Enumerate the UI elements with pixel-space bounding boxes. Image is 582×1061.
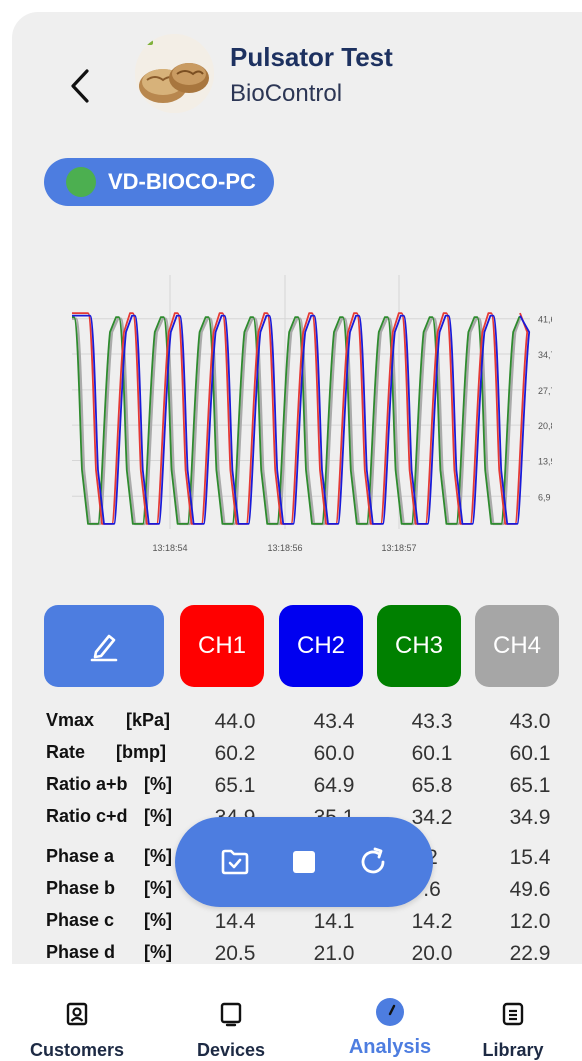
stat-label: Phase d	[46, 942, 116, 962]
stat-value: 14.1	[313, 910, 355, 933]
back-button[interactable]	[60, 64, 100, 108]
stat-unit: [%]	[144, 878, 172, 898]
stat-unit: [%]	[144, 774, 172, 794]
stat-value: 20.0	[411, 942, 453, 964]
stop-button[interactable]	[282, 840, 326, 884]
stat-value: 60.0	[313, 742, 355, 765]
folder-check-icon	[222, 849, 249, 875]
pressure-chart: 41,6 34,7 27,7 20,8 13,9 6,9 13:18:54 13:18:56…	[72, 275, 552, 553]
stat-label: Phase c	[46, 910, 115, 930]
contact-card-icon	[66, 1002, 88, 1026]
nav-label: Devices	[196, 1040, 266, 1060]
restart-button[interactable]	[351, 840, 395, 884]
stat-label: Ratio c+d	[46, 806, 128, 826]
connection-status-dot	[66, 167, 96, 197]
nav-label: Analysis	[348, 1036, 432, 1058]
device-selector[interactable]: VD-BIOCO-PC	[44, 158, 274, 206]
x-tick-label: 13:18:57	[381, 543, 416, 553]
stat-value: 43.0	[509, 710, 551, 733]
x-tick-label: 13:18:56	[267, 543, 302, 553]
series-line-ch2	[72, 314, 531, 525]
stat-value: 44.0	[214, 710, 256, 733]
bottom-navigation: Customers Devices Analysis Library	[0, 976, 582, 1060]
main-card: Pulsator Test BioControl VD-BIOCO-PC 41,…	[12, 12, 582, 964]
edit-button[interactable]	[44, 605, 164, 687]
stat-unit: [%]	[144, 942, 172, 962]
stat-value: 43.3	[411, 710, 453, 733]
gauge-icon	[376, 998, 404, 1026]
stat-value: 65.1	[509, 774, 551, 797]
y-tick-label: 34,7	[538, 350, 552, 360]
y-tick-label: 41,6	[538, 315, 552, 325]
stat-value: 60.1	[509, 742, 551, 765]
channel-1-button[interactable]: CH1	[180, 605, 264, 687]
stat-value: 12.0	[509, 910, 551, 933]
y-tick-label: 6,9	[538, 492, 551, 502]
page-subtitle: BioControl	[230, 80, 343, 107]
x-tick-label: 13:18:54	[152, 543, 187, 553]
stat-label: Phase b	[46, 878, 116, 898]
stat-label: Rate	[46, 742, 86, 762]
stat-label: Ratio a+b	[46, 774, 128, 794]
back-arrow-icon	[71, 69, 89, 103]
stat-label: Vmax	[46, 710, 95, 730]
device-icon	[220, 1002, 242, 1027]
channel-2-button[interactable]: CH2	[279, 605, 363, 687]
stat-value: 22.9	[509, 942, 551, 964]
y-tick-label: 13,9	[538, 456, 552, 466]
nav-devices[interactable]: Devices	[166, 976, 296, 1060]
stat-value: 49.6	[509, 878, 551, 901]
stat-value: 21.0	[313, 942, 355, 964]
recording-controls	[175, 817, 433, 907]
pencil-icon	[90, 634, 118, 662]
stat-value: 65.1	[214, 774, 256, 797]
stat-value: .6	[423, 878, 441, 901]
stat-unit: [%]	[144, 910, 172, 930]
nav-label: Library	[482, 1040, 544, 1060]
device-name: VD-BIOCO-PC	[108, 169, 256, 194]
stat-value: 64.9	[313, 774, 355, 797]
stat-unit: [%]	[144, 806, 172, 826]
channel-4-button[interactable]: CH4	[475, 605, 559, 687]
nav-customers[interactable]: Customers	[12, 976, 142, 1060]
stat-unit: [kPa]	[126, 710, 171, 730]
stat-value: 34.9	[509, 806, 551, 829]
avatar	[135, 34, 214, 113]
y-tick-label: 27,7	[538, 386, 552, 396]
save-button[interactable]	[213, 840, 257, 884]
channel-3-button[interactable]: CH3	[377, 605, 461, 687]
stop-icon	[292, 851, 315, 873]
bread-image-icon	[135, 34, 214, 113]
series-line-ch4	[72, 317, 522, 526]
stat-value: 65.8	[411, 774, 453, 797]
stat-value: 20.5	[214, 942, 256, 964]
document-list-icon	[502, 1002, 524, 1026]
series-line-ch3	[72, 316, 521, 525]
stat-value: 15.4	[509, 846, 551, 869]
nav-analysis[interactable]: Analysis	[325, 976, 455, 1060]
stat-value: 60.2	[214, 742, 256, 765]
nav-label: Customers	[29, 1040, 125, 1060]
stat-label: Phase a	[46, 846, 115, 866]
stat-value: 14.4	[214, 910, 256, 933]
stat-value: 60.1	[411, 742, 453, 765]
nav-library[interactable]: Library	[448, 976, 578, 1060]
series-line-ch1	[72, 312, 529, 525]
stat-value: 14.2	[411, 910, 453, 933]
stat-unit: [%]	[144, 846, 172, 866]
stat-value: 43.4	[313, 710, 355, 733]
refresh-icon	[361, 847, 385, 874]
y-tick-label: 20,8	[538, 421, 552, 431]
page-title: Pulsator Test	[230, 42, 393, 72]
stat-value: 34.2	[411, 806, 453, 829]
stat-unit: [bmp]	[116, 742, 166, 762]
